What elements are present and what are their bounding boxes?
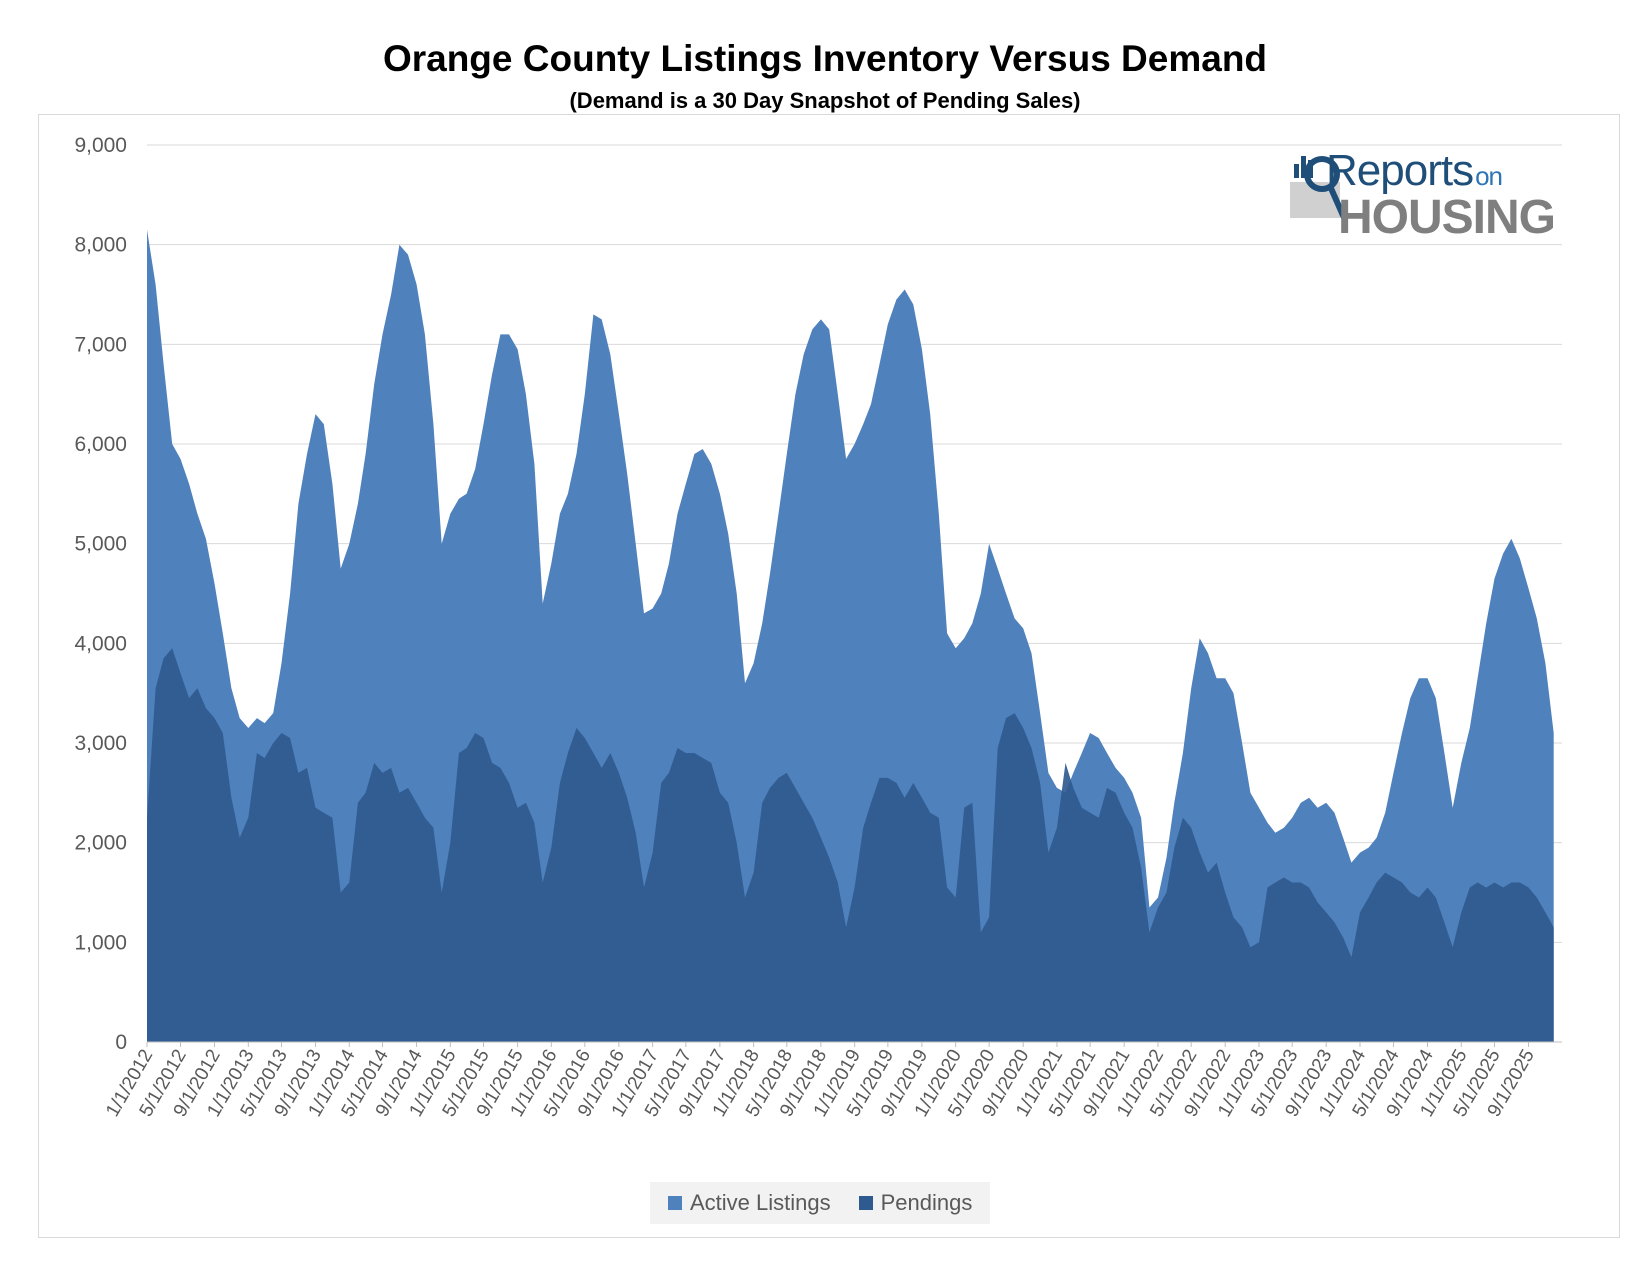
- area-pendings: [147, 648, 1554, 1042]
- reports-on-housing-logo: Reportson HOUSING: [1290, 146, 1560, 246]
- chart-frame: [38, 114, 1620, 1238]
- series-areas: [147, 229, 1554, 1042]
- logo-text-on: on: [1475, 161, 1503, 191]
- legend-item-pendings: Pendings: [858, 1190, 973, 1216]
- y-tick-label: 3,000: [74, 732, 127, 755]
- y-tick-label: 4,000: [74, 632, 127, 655]
- legend: Active Listings Pendings: [650, 1182, 991, 1224]
- y-tick-label: 6,000: [74, 433, 127, 456]
- legend-swatch-pendings: [858, 1196, 873, 1210]
- y-tick-label: 0: [115, 1031, 127, 1054]
- legend-swatch-active-listings: [668, 1196, 682, 1210]
- y-tick-label: 5,000: [74, 533, 127, 556]
- y-tick-label: 9,000: [74, 134, 127, 157]
- logo-text-reports: Reports: [1326, 146, 1474, 195]
- logo-text-housing: HOUSING: [1338, 191, 1556, 244]
- chart-subtitle: (Demand is a 30 Day Snapshot of Pending …: [569, 88, 1081, 113]
- y-tick-label: 7,000: [74, 333, 127, 356]
- legend-item-active-listings: Active Listings: [668, 1190, 831, 1216]
- legend-label-pendings: Pendings: [880, 1190, 973, 1215]
- y-tick-label: 8,000: [74, 234, 127, 257]
- y-tick-label: 2,000: [74, 832, 127, 855]
- chart-title: Orange County Listings Inventory Versus …: [382, 38, 1268, 79]
- legend-label-active-listings: Active Listings: [690, 1190, 831, 1215]
- y-tick-label: 1,000: [74, 931, 127, 954]
- logo-mark-icon: [1290, 156, 1348, 222]
